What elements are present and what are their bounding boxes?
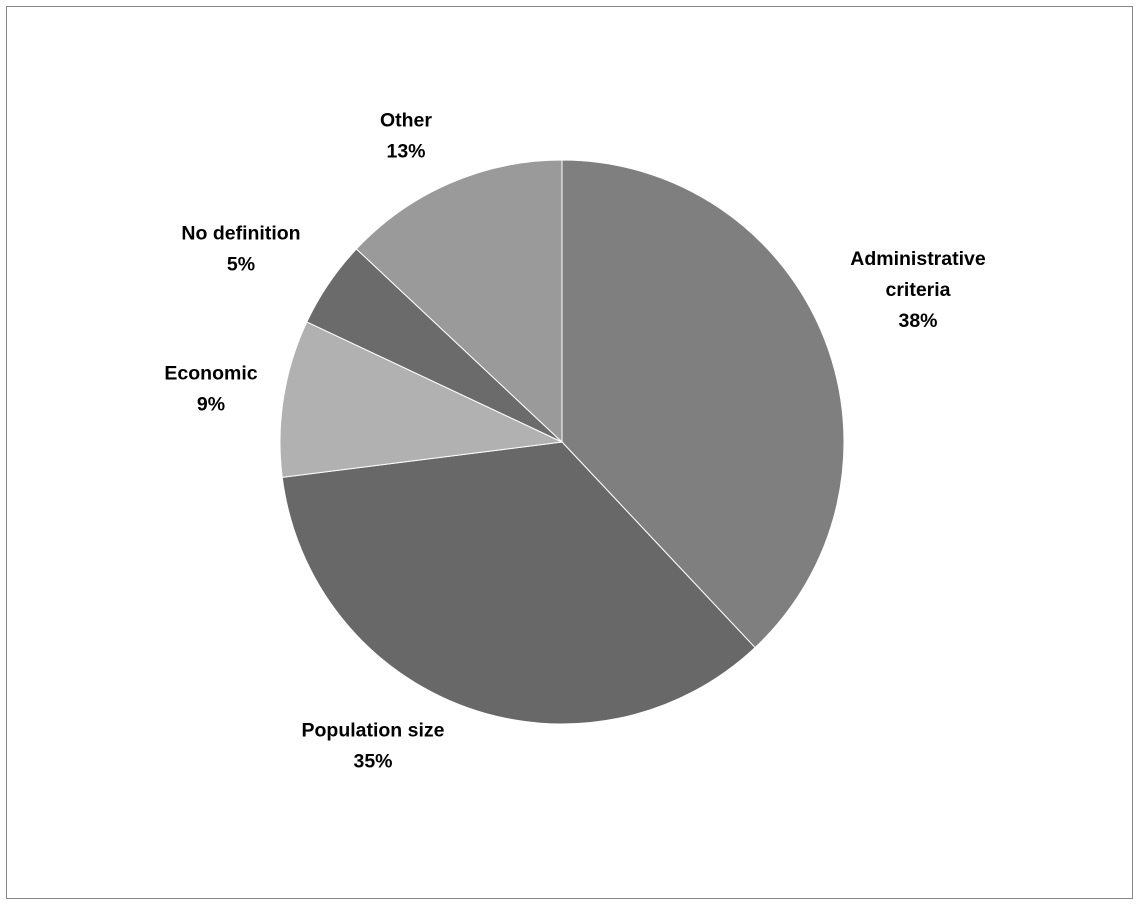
slice-percent: 35% [353,751,392,773]
pie-slice-administrative-criteria [561,159,845,649]
slice-percent: 9% [197,394,225,416]
pie-slices [279,159,845,725]
slice-label-population-size: Population size 35% [301,720,444,773]
slice-label-no-definition: No definition 5% [181,223,300,276]
slice-label-line: Economic [164,363,257,385]
slice-label-line: Population size [301,720,444,742]
slice-label-other: Other 13% [380,110,432,163]
slice-label-line: criteria [885,279,950,301]
slice-label-economic: Economic 9% [164,363,257,416]
slice-label-line: Other [380,110,432,132]
slice-percent: 5% [227,254,255,276]
slice-label-line: Administrative [850,248,986,270]
slice-percent: 13% [386,141,425,163]
slice-label-line: No definition [181,223,300,245]
slice-label-administrative-criteria: Administrative criteria 38% [850,248,986,332]
slice-percent: 38% [898,310,937,332]
pie-slice-other [355,159,563,444]
pie-slice-population-size [281,441,756,725]
slice-labels: Administrative criteria 38% Population size… [164,110,985,773]
pie-slice-economic [279,321,564,478]
